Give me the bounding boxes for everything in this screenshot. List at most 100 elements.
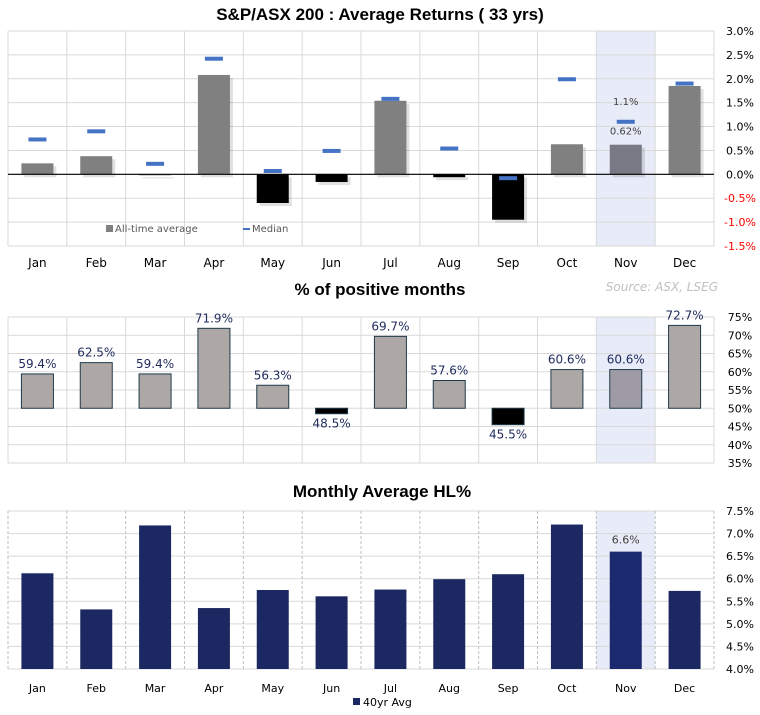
chart1-median-marker xyxy=(263,168,282,173)
chart1-median-marker xyxy=(499,176,518,181)
chart1-ytick-label: 1.0% xyxy=(726,121,754,134)
chart1-ytick-label: 0.0% xyxy=(726,168,754,181)
chart3-xtick-label: Nov xyxy=(615,682,637,695)
chart3-bar xyxy=(668,590,701,669)
chart1-ytick-label: -1.0% xyxy=(724,216,756,229)
chart2-ytick-label: 40% xyxy=(728,439,752,452)
chart2-data-label: 56.3% xyxy=(254,368,292,382)
chart1-median-marker xyxy=(675,81,694,86)
chart1-average-bar xyxy=(80,156,113,175)
chart1-median-marker xyxy=(87,129,106,134)
chart2-data-label: 45.5% xyxy=(489,428,527,442)
chart1-average-bar xyxy=(374,100,407,175)
chart1-median-marker xyxy=(616,119,635,124)
chart1-average-bar xyxy=(256,174,289,203)
chart3-bar xyxy=(80,609,113,669)
legend-average-swatch xyxy=(106,225,113,232)
chart3-bar xyxy=(256,590,289,669)
chart2-data-label: 69.7% xyxy=(371,319,409,333)
chart1-xtick-label: Jul xyxy=(382,256,397,270)
chart1-bar-shadow xyxy=(436,177,469,181)
chart3-ytick-label: 7.0% xyxy=(726,528,754,541)
chart3-xtick-label: Dec xyxy=(674,682,695,695)
chart1-xtick-label: Aug xyxy=(438,256,461,270)
chart3-xtick-label: Feb xyxy=(87,682,106,695)
chart2-data-label: 62.5% xyxy=(77,346,115,360)
chart3-data-label: 6.6% xyxy=(612,534,640,547)
chart2-bar xyxy=(550,369,584,409)
chart1-ytick-label: 3.0% xyxy=(726,25,754,38)
chart3-xtick-label: Mar xyxy=(145,682,166,695)
chart2-ytick-label: 75% xyxy=(728,311,752,324)
chart3-xtick-label: Sep xyxy=(498,682,519,695)
chart1-ytick-label: 0.5% xyxy=(726,144,754,157)
chart1-average-bar xyxy=(315,174,348,182)
legend-median-label: Median xyxy=(252,224,288,235)
chart3-bar xyxy=(433,579,466,669)
chart1-xtick-label: Feb xyxy=(86,256,107,270)
chart2-ytick-label: 60% xyxy=(728,366,752,379)
chart2-bar xyxy=(315,407,349,415)
chart1-highlight-band xyxy=(596,31,656,246)
chart1-title: S&P/ASX 200 : Average Returns ( 33 yrs) xyxy=(216,5,544,24)
chart1-median-marker xyxy=(146,161,165,166)
chart1-xtick-label: Oct xyxy=(557,256,578,270)
chart2-title: % of positive months xyxy=(295,280,466,299)
chart1-ytick-label: 1.5% xyxy=(726,97,754,110)
chart2-bar xyxy=(432,380,466,409)
chart3-bar xyxy=(550,524,583,669)
chart2-ytick-label: 70% xyxy=(728,329,752,342)
chart3-ytick-label: 5.5% xyxy=(726,595,754,608)
chart2-data-label: 59.4% xyxy=(18,357,56,371)
chart1-bar-shadow xyxy=(142,177,175,179)
chart3-bar xyxy=(609,551,642,669)
chart2-data-label: 57.6% xyxy=(430,364,468,378)
chart3-ytick-label: 6.5% xyxy=(726,550,754,563)
chart1-xtick-label: Mar xyxy=(144,256,167,270)
chart2-bar xyxy=(20,373,54,409)
chart2-ytick-label: 55% xyxy=(728,384,752,397)
chart3-bar xyxy=(197,608,230,669)
chart1-median-data-label: 1.1% xyxy=(613,97,638,108)
chart2-data-label: 72.7% xyxy=(666,308,704,322)
chart2-data-label: 60.6% xyxy=(548,353,586,367)
legend-40yr-swatch xyxy=(353,698,360,705)
chart1-median-marker xyxy=(381,96,400,101)
chart2-data-label: 60.6% xyxy=(607,353,645,367)
chart2-bar xyxy=(373,335,407,409)
chart3-xtick-label: Jan xyxy=(28,682,46,695)
chart1-xtick-label: Sep xyxy=(497,256,520,270)
chart2-ytick-label: 35% xyxy=(728,457,752,470)
chart3-ytick-label: 5.0% xyxy=(726,618,754,631)
chart1-median-marker xyxy=(322,148,341,153)
chart3-xtick-label: Jul xyxy=(383,682,397,695)
chart3-bar xyxy=(315,596,348,669)
chart1-ytick-label: -1.5% xyxy=(724,240,756,253)
chart2-bar xyxy=(609,369,643,409)
chart3-bar xyxy=(139,525,172,669)
chart2-ytick-label: 50% xyxy=(728,402,752,415)
chart1-average-bar xyxy=(433,174,466,178)
chart1-xtick-label: Dec xyxy=(673,256,696,270)
chart2-bar xyxy=(668,324,702,409)
chart2-bar xyxy=(197,327,231,409)
chart3-ytick-label: 7.5% xyxy=(726,505,754,518)
chart2-bar xyxy=(491,407,525,426)
source-annotation: Source: ASX, LSEG xyxy=(606,280,718,294)
chart2-bar xyxy=(138,373,172,409)
chart3-ytick-label: 4.0% xyxy=(726,663,754,676)
chart1-average-data-label: 0.62% xyxy=(610,127,642,138)
chart1-xtick-label: Nov xyxy=(614,256,637,270)
chart1-median-marker xyxy=(204,56,223,61)
chart1-xtick-label: Jun xyxy=(321,256,341,270)
chart1-xtick-label: Jan xyxy=(27,256,47,270)
chart1-xtick-label: Apr xyxy=(204,256,225,270)
chart1-ytick-label: -0.5% xyxy=(724,192,756,205)
chart2-data-label: 59.4% xyxy=(136,357,174,371)
chart1-median-marker xyxy=(440,146,459,151)
chart1-median-marker xyxy=(28,137,47,142)
chart2-ytick-label: 45% xyxy=(728,421,752,434)
chart3-xtick-label: May xyxy=(261,682,284,695)
